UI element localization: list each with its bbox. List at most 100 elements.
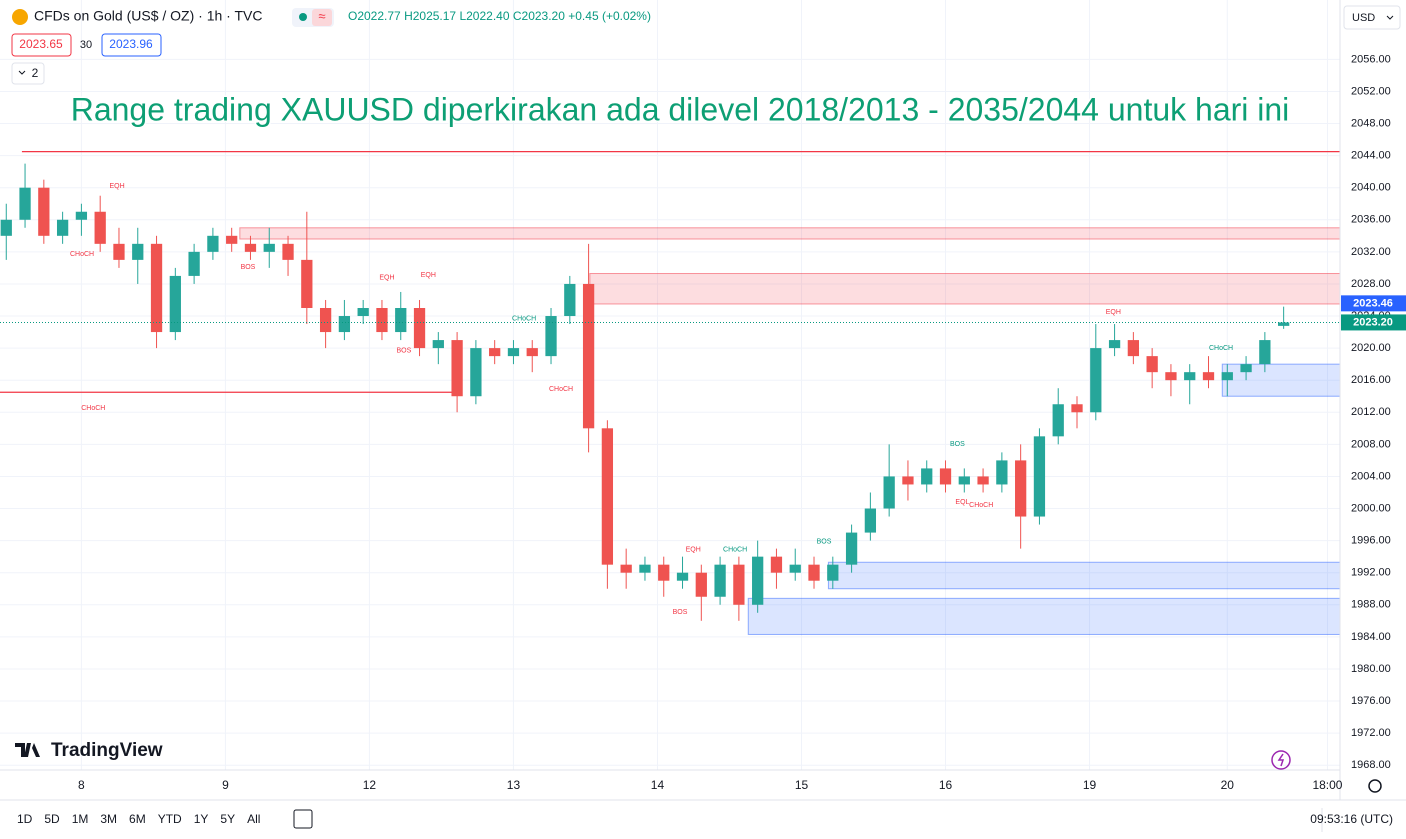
logo: TradingView (15, 740, 163, 761)
candle-body (1221, 372, 1233, 381)
candle-body (789, 564, 801, 573)
clock: 09:53:16 (UTC) (1310, 812, 1393, 826)
zone (1221, 363, 1341, 397)
candle-body (207, 235, 219, 252)
candle-body (244, 243, 257, 252)
candle-body (1033, 436, 1046, 517)
y-tick-label: 1996.00 (1351, 535, 1391, 547)
candle-body (864, 508, 877, 533)
alert-button[interactable] (1271, 750, 1291, 770)
y-tick-label: 2052.00 (1351, 85, 1391, 97)
candle-body (996, 460, 1008, 485)
candle-body (676, 572, 689, 581)
candle-body (733, 564, 745, 605)
annotation: BOS (950, 441, 965, 448)
annotation: CHoCH (969, 502, 993, 509)
range-button[interactable]: 1Y (194, 812, 209, 826)
status-symbol: ≈ (318, 8, 325, 23)
candle-body (75, 211, 88, 220)
candle-body (338, 316, 351, 333)
bid-button[interactable] (11, 33, 72, 57)
candle-body (695, 572, 707, 597)
y-tick-label: 1984.00 (1351, 631, 1391, 643)
candle-body (564, 283, 576, 317)
annotation: CHoCH (549, 386, 573, 393)
y-tick-label: 2008.00 (1351, 438, 1391, 450)
status-icon (312, 9, 332, 26)
candle-body (1259, 340, 1271, 365)
x-tick-label: 9 (222, 778, 229, 792)
candle-body (226, 235, 238, 244)
candle-body (977, 476, 989, 485)
indicators-toggle[interactable] (11, 62, 45, 85)
y-tick-label: 2012.00 (1351, 406, 1391, 418)
range-button[interactable]: 3M (100, 812, 117, 826)
ohlc-high: H2025.17 (404, 9, 456, 23)
chevron (18, 70, 26, 75)
annotation: BOS (241, 264, 256, 271)
y-tick-label: 1968.00 (1351, 759, 1391, 771)
symbol-icon (12, 9, 28, 25)
candle-body (19, 187, 31, 220)
candle-body (263, 243, 275, 252)
candle-body (489, 348, 501, 357)
candle-body (319, 308, 332, 333)
settings-button[interactable] (1368, 779, 1382, 793)
annotation: EQH (421, 272, 436, 279)
candle-body (921, 468, 933, 485)
range-button[interactable]: All (247, 812, 260, 826)
annotation: EQH (1106, 309, 1121, 316)
range-button[interactable]: YTD (158, 812, 182, 826)
zone (747, 597, 1341, 635)
candle-body (714, 564, 726, 597)
y-tick-label: 2044.00 (1351, 150, 1391, 162)
zone (589, 273, 1341, 305)
x-tick-label: 15 (795, 778, 809, 792)
status-dot (299, 13, 307, 21)
candle-body (1278, 322, 1290, 326)
y-tick-label: 2016.00 (1351, 374, 1391, 386)
candle-body (132, 243, 144, 260)
alert-icon (1277, 753, 1285, 767)
candle-body (507, 348, 520, 357)
candle-body (376, 308, 388, 333)
ohlc-low: L2022.40 (459, 9, 509, 23)
x-tick-label: 20 (1221, 778, 1235, 792)
candle-body (958, 476, 970, 485)
candle-body (188, 251, 200, 276)
price-label: 2023.46 (1353, 297, 1393, 309)
zone (239, 227, 1341, 240)
bid: 2023.65 (19, 37, 63, 51)
y-tick-label: 1980.00 (1351, 663, 1391, 675)
symbol-title[interactable]: CFDs on Gold (US$ / OZ) · 1h · TVC (34, 8, 262, 24)
currency-select[interactable] (1343, 5, 1401, 30)
candle-body (451, 340, 463, 397)
annotation: CHoCH (512, 315, 536, 322)
range-button[interactable]: 6M (129, 812, 146, 826)
annotation: EQH (379, 274, 394, 281)
range-button[interactable]: 1D (17, 812, 33, 826)
candle-body (94, 211, 106, 244)
range-button[interactable]: 5D (44, 812, 60, 826)
candle-body (1071, 404, 1083, 413)
x-tick-label: 19 (1083, 778, 1097, 792)
price-label-box (1341, 295, 1406, 312)
candle-body (1090, 348, 1102, 413)
annotation: BOS (817, 538, 832, 545)
candle-body (752, 556, 764, 605)
candle-body (432, 340, 444, 349)
y-tick-label: 2004.00 (1351, 470, 1391, 482)
candle-body (1165, 372, 1177, 381)
candle-body (827, 564, 839, 581)
price-label: 2023.20 (1353, 316, 1393, 328)
logo-text: TradingView (51, 740, 163, 761)
y-tick-label: 2028.00 (1351, 278, 1391, 290)
range-button[interactable]: 5Y (220, 812, 235, 826)
range-button[interactable]: 1M (72, 812, 89, 826)
candle-body (38, 187, 50, 236)
date-range-button[interactable] (293, 809, 313, 829)
ask-button[interactable] (101, 33, 162, 57)
annotation: BOS (396, 347, 411, 354)
